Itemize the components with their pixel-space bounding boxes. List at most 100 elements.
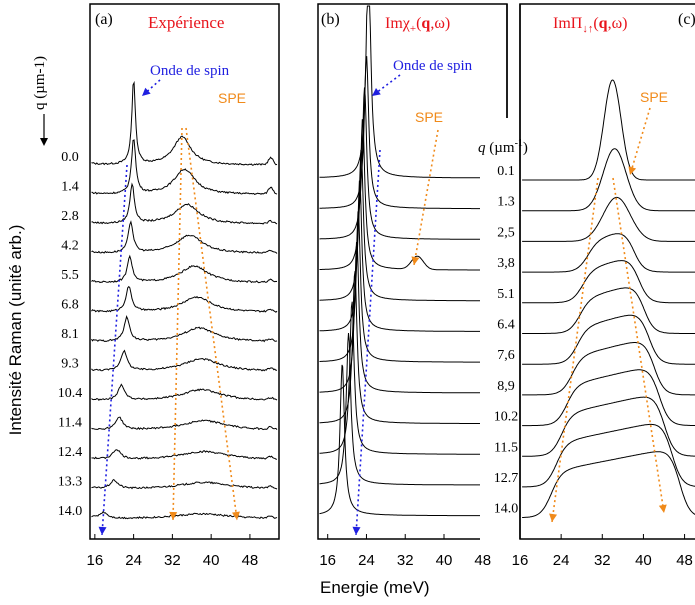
- spectrum-line: [522, 287, 695, 334]
- q-value-label: 4.2: [61, 239, 79, 254]
- spin-wave-annotation-a: Onde de spin: [150, 63, 230, 79]
- spectrum-line: [522, 196, 695, 242]
- panel-a-title: Expérience: [148, 13, 224, 32]
- q-value-label: 14.0: [58, 504, 83, 519]
- spe-arrow-b: [413, 129, 439, 266]
- spectrum-line: [522, 342, 695, 396]
- q-value-label: 6.4: [497, 318, 515, 333]
- q-value-label: 3,8: [497, 256, 515, 271]
- q-value-label: 12.4: [58, 445, 83, 460]
- q-value-label: 2.8: [61, 209, 79, 224]
- panel-c-frame: [519, 3, 695, 540]
- q-value-label: 13.3: [58, 475, 83, 490]
- spe-upper-guide-a: [185, 127, 238, 521]
- spectrum-line: [91, 510, 278, 520]
- q-value-label: 1.3: [497, 195, 515, 210]
- q-value-label: 5.5: [61, 268, 79, 283]
- spin-wave-arrow-a-head: [142, 87, 151, 96]
- panel-a-label: (a): [95, 11, 113, 28]
- panel-b-title: Imχ+(q,ω): [385, 15, 450, 35]
- x-tick-label-a: 16: [87, 552, 104, 569]
- spin-dispersion-guide-b: [355, 149, 381, 536]
- spe-annotation-b: SPE: [415, 109, 443, 125]
- x-tick-label-b: 16: [319, 552, 336, 569]
- panel-b-frame: [317, 3, 508, 540]
- spectrum-line: [522, 260, 695, 304]
- spectrum-line: [522, 423, 695, 488]
- x-tick-label-a: 40: [203, 552, 220, 569]
- spe-lower-guide-a-head: [169, 511, 178, 520]
- spe-arrow-c: [629, 107, 651, 176]
- spe-upper-guide-c: [612, 177, 665, 514]
- q-value-label: 10.4: [58, 386, 83, 401]
- q-value-label: 12.7: [494, 471, 519, 486]
- q-value-label: 0.0: [61, 150, 79, 165]
- spectrum-line: [522, 451, 695, 518]
- spin-dispersion-guide-b-head: [352, 526, 361, 535]
- spectrum-line: [91, 182, 278, 225]
- spin-wave-arrow-b-head: [372, 88, 381, 96]
- spectrum-line: [522, 79, 695, 181]
- spectrum-line: [91, 383, 278, 401]
- spe-lower-guide-c-head: [549, 513, 558, 522]
- q-value-label: 2,5: [497, 225, 515, 240]
- spe-annotation-c: SPE: [640, 89, 668, 105]
- spectrum-line: [522, 148, 695, 212]
- spectrum-line: [319, 332, 506, 486]
- spectrum-line: [319, 56, 506, 210]
- spectrum-line: [522, 396, 695, 457]
- q-axis-arrow-head: [40, 138, 48, 146]
- spectrum-line: [319, 364, 506, 517]
- q-value-label: 8.1: [61, 327, 79, 342]
- q-value-label: 0.1: [497, 164, 515, 179]
- q-value-label: 5.1: [497, 287, 515, 302]
- spe-arrow-c-head: [628, 166, 637, 175]
- q-value-label: 6.8: [61, 298, 79, 313]
- panel-c-title: ImΠ↓↑(q,ω): [553, 15, 627, 35]
- q-value-label: 9.3: [61, 357, 79, 372]
- x-tick-label-c: 16: [512, 552, 529, 569]
- spectrum-line: [319, 180, 506, 332]
- x-tick-label-c: 24: [553, 552, 570, 569]
- spectrum-line: [91, 254, 278, 284]
- q-value-label: 7,6: [497, 348, 515, 363]
- spectrum-line: [522, 233, 695, 273]
- x-axis-label: Energie (meV): [320, 578, 430, 597]
- spin-dispersion-guide-a: [101, 164, 128, 536]
- x-tick-label-c: 40: [635, 552, 652, 569]
- x-tick-label-c: 48: [676, 552, 693, 569]
- spe-upper-guide-c-head: [658, 504, 667, 513]
- spectrum-line: [91, 139, 278, 195]
- spectrum-line: [319, 5, 506, 179]
- spin-wave-arrow-b: [371, 74, 401, 97]
- spe-annotation-a: SPE: [218, 90, 246, 106]
- spectrum-line: [91, 220, 278, 254]
- spe-arrow-b-head: [411, 256, 420, 265]
- x-tick-label-a: 32: [164, 552, 181, 569]
- spe-upper-guide-a-head: [232, 511, 240, 520]
- spectrum-line: [91, 416, 278, 431]
- q-value-label: 14.0: [494, 502, 519, 517]
- spectrum-line: [522, 314, 695, 365]
- x-tick-label-b: 24: [358, 552, 375, 569]
- spectrum-line: [91, 314, 278, 343]
- panel-a-frame: [89, 3, 280, 540]
- spectrum-line: [319, 301, 506, 455]
- y-axis-label: Intensité Raman (unité arb.): [6, 224, 25, 436]
- panel-c-label: (c): [678, 11, 695, 28]
- x-tick-label-c: 32: [594, 552, 611, 569]
- x-tick-label-b: 32: [397, 552, 414, 569]
- q-value-label: 8,9: [497, 379, 515, 394]
- spin-wave-annotation-b: Onde de spin: [393, 58, 473, 74]
- spectrum-line: [91, 478, 278, 490]
- panel-b-label: (b): [321, 11, 340, 28]
- x-tick-label-b: 40: [436, 552, 453, 569]
- q-column-background: [480, 118, 520, 543]
- spectrum-line: [319, 211, 506, 363]
- q-value-label: 1.4: [61, 180, 79, 195]
- q-value-label: 10.2: [494, 410, 519, 425]
- spe-lower-guide-c: [551, 177, 599, 523]
- spectrum-line: [319, 149, 506, 302]
- spectrum-line: [91, 285, 278, 313]
